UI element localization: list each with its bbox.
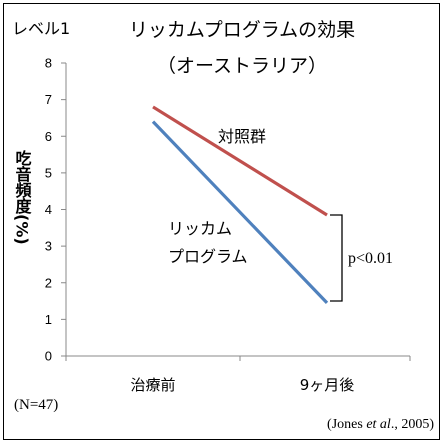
chart-subtitle: （オーストラリア） [157, 55, 327, 77]
source-italic: et al [366, 417, 391, 432]
significance-bracket [330, 214, 343, 302]
series-line-control [152, 105, 328, 217]
series-label-program-line1: リッカム [168, 219, 232, 238]
y-tick-label: 5 [45, 165, 52, 180]
y-tick-label: 2 [45, 275, 52, 290]
y-tick-label: 7 [45, 92, 52, 107]
x-category-label: 9ヶ月後 [300, 376, 355, 394]
source-pre: (Jones [327, 417, 366, 432]
source-post: ., 2005) [391, 417, 435, 432]
sample-size-note: (N=47) [14, 397, 58, 413]
y-tick-label: 4 [45, 202, 52, 217]
y-tick-label: 6 [45, 129, 52, 144]
series-label-control: 対照群 [218, 127, 266, 146]
chart-frame [3, 3, 440, 440]
series-line-program [151, 120, 329, 305]
y-tick-label: 1 [45, 312, 52, 327]
y-axis-label: 吃音頻度(%) [13, 149, 32, 245]
series-label-program-line2: プログラム [168, 247, 248, 266]
x-category-label: 治療前 [130, 376, 175, 394]
source-citation: (Jones et al., 2005) [327, 417, 434, 432]
y-tick-label: 3 [45, 239, 52, 254]
y-tick-label: 8 [45, 56, 52, 71]
p-value-annotation: p<0.01 [348, 250, 393, 267]
level-label: レベル1 [12, 19, 70, 38]
chart-title: リッカムプログラムの効果 [129, 19, 355, 41]
y-tick-label: 0 [45, 349, 52, 364]
